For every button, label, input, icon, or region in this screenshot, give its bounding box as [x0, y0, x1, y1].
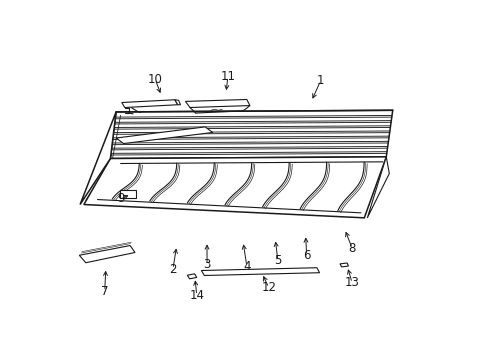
- Polygon shape: [187, 274, 196, 279]
- Text: 14: 14: [189, 289, 204, 302]
- Text: 13: 13: [344, 276, 359, 289]
- Text: 4: 4: [243, 260, 250, 273]
- Text: 5: 5: [274, 254, 281, 267]
- Text: 1: 1: [316, 74, 324, 87]
- Text: 7: 7: [101, 285, 108, 298]
- Polygon shape: [175, 100, 180, 105]
- Text: 6: 6: [303, 249, 310, 262]
- Text: 8: 8: [348, 242, 355, 255]
- Text: 3: 3: [203, 258, 210, 271]
- Polygon shape: [120, 190, 136, 198]
- Text: 11: 11: [220, 70, 235, 83]
- Polygon shape: [116, 127, 212, 144]
- Polygon shape: [201, 268, 319, 275]
- Polygon shape: [79, 246, 135, 263]
- Polygon shape: [110, 110, 392, 158]
- Polygon shape: [84, 157, 386, 218]
- Polygon shape: [339, 263, 347, 267]
- Polygon shape: [185, 99, 249, 108]
- Text: 2: 2: [169, 262, 176, 276]
- Text: 9: 9: [117, 192, 124, 205]
- Polygon shape: [366, 157, 388, 218]
- Polygon shape: [122, 100, 178, 108]
- Polygon shape: [80, 112, 116, 204]
- Text: 12: 12: [261, 281, 276, 294]
- Text: 10: 10: [147, 73, 162, 86]
